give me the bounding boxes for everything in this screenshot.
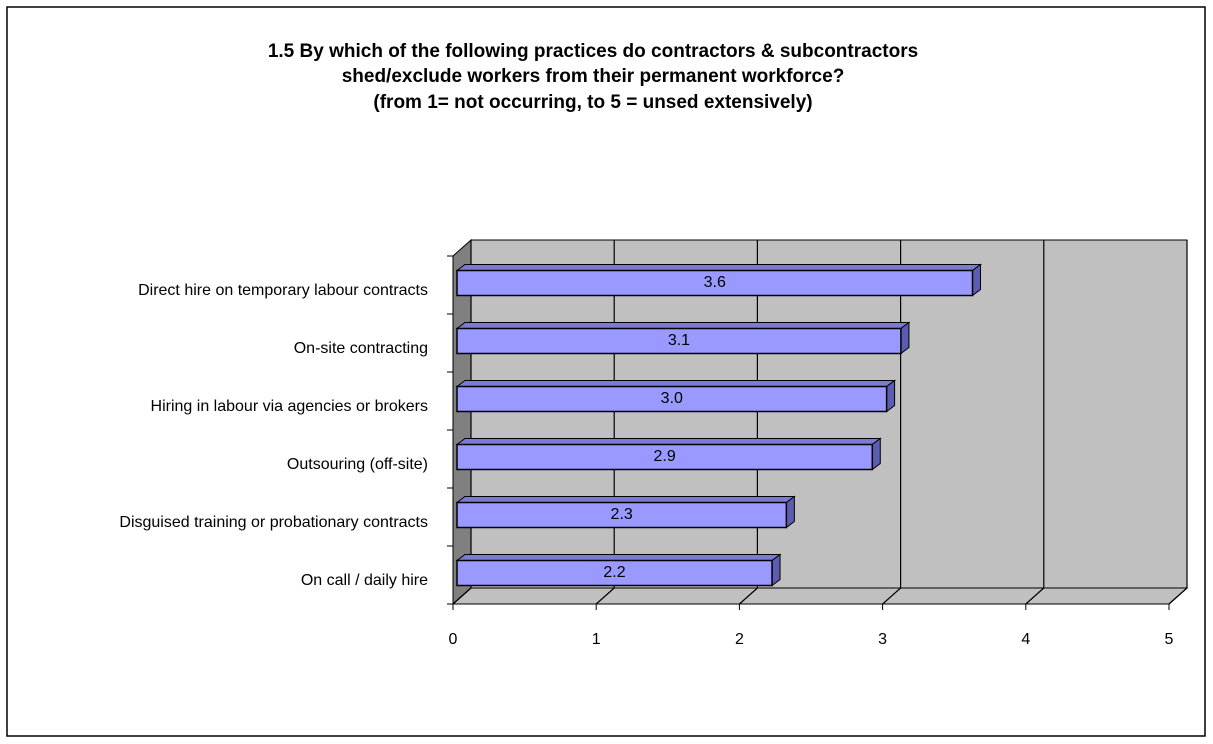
grid-line xyxy=(1025,587,1045,605)
bar-top xyxy=(455,380,897,387)
bar xyxy=(456,501,788,529)
chart-title: 1.5 By which of the following practices … xyxy=(268,41,918,62)
x-tick-label: 4 xyxy=(1021,631,1030,648)
x-tick-label: 5 xyxy=(1165,631,1174,648)
bar xyxy=(456,385,888,413)
grid-line xyxy=(1168,587,1188,605)
bar-top xyxy=(455,438,882,445)
bar-side xyxy=(900,321,910,355)
chart-title: shed/exclude workers from their permanen… xyxy=(342,66,845,87)
floor xyxy=(451,587,1189,605)
x-tick-label: 2 xyxy=(735,631,744,648)
y-tick-label: On call / daily hire xyxy=(301,572,428,589)
chart-title: (from 1= not occurring, to 5 = unsed ext… xyxy=(373,92,812,113)
y-tick-label: Hiring in labour via agencies or brokers xyxy=(151,398,428,415)
grid-line xyxy=(739,587,758,605)
grid-line xyxy=(595,587,615,605)
bar-side xyxy=(886,379,896,413)
y-tick-label: Outsouring (off-site) xyxy=(287,456,428,473)
data-label: 2.2 xyxy=(603,564,625,581)
data-label: 3.0 xyxy=(661,390,683,407)
bar-top xyxy=(455,322,911,329)
x-tick-label: 0 xyxy=(449,631,458,648)
grid-line xyxy=(452,587,472,605)
bar-side xyxy=(972,263,982,297)
bar-top xyxy=(455,554,782,561)
bar xyxy=(456,327,902,355)
y-tick-label: Disguised training or probationary contr… xyxy=(119,514,428,531)
bar-top xyxy=(455,264,983,271)
data-label: 2.9 xyxy=(654,448,676,465)
bar-side xyxy=(871,437,881,471)
bar-top xyxy=(455,496,796,503)
bar xyxy=(456,443,874,471)
x-tick-label: 3 xyxy=(878,631,887,648)
y-tick-label: Direct hire on temporary labour contract… xyxy=(138,282,428,299)
bar xyxy=(456,269,974,297)
bar xyxy=(456,559,773,587)
grid-line xyxy=(882,587,901,605)
y-tick-label: On-site contracting xyxy=(294,340,428,357)
bar-side xyxy=(785,495,795,529)
data-label: 3.1 xyxy=(668,332,690,349)
x-tick-label: 1 xyxy=(592,631,601,648)
bar-side xyxy=(771,553,781,587)
data-label: 2.3 xyxy=(611,506,633,523)
data-label: 3.6 xyxy=(704,274,726,291)
